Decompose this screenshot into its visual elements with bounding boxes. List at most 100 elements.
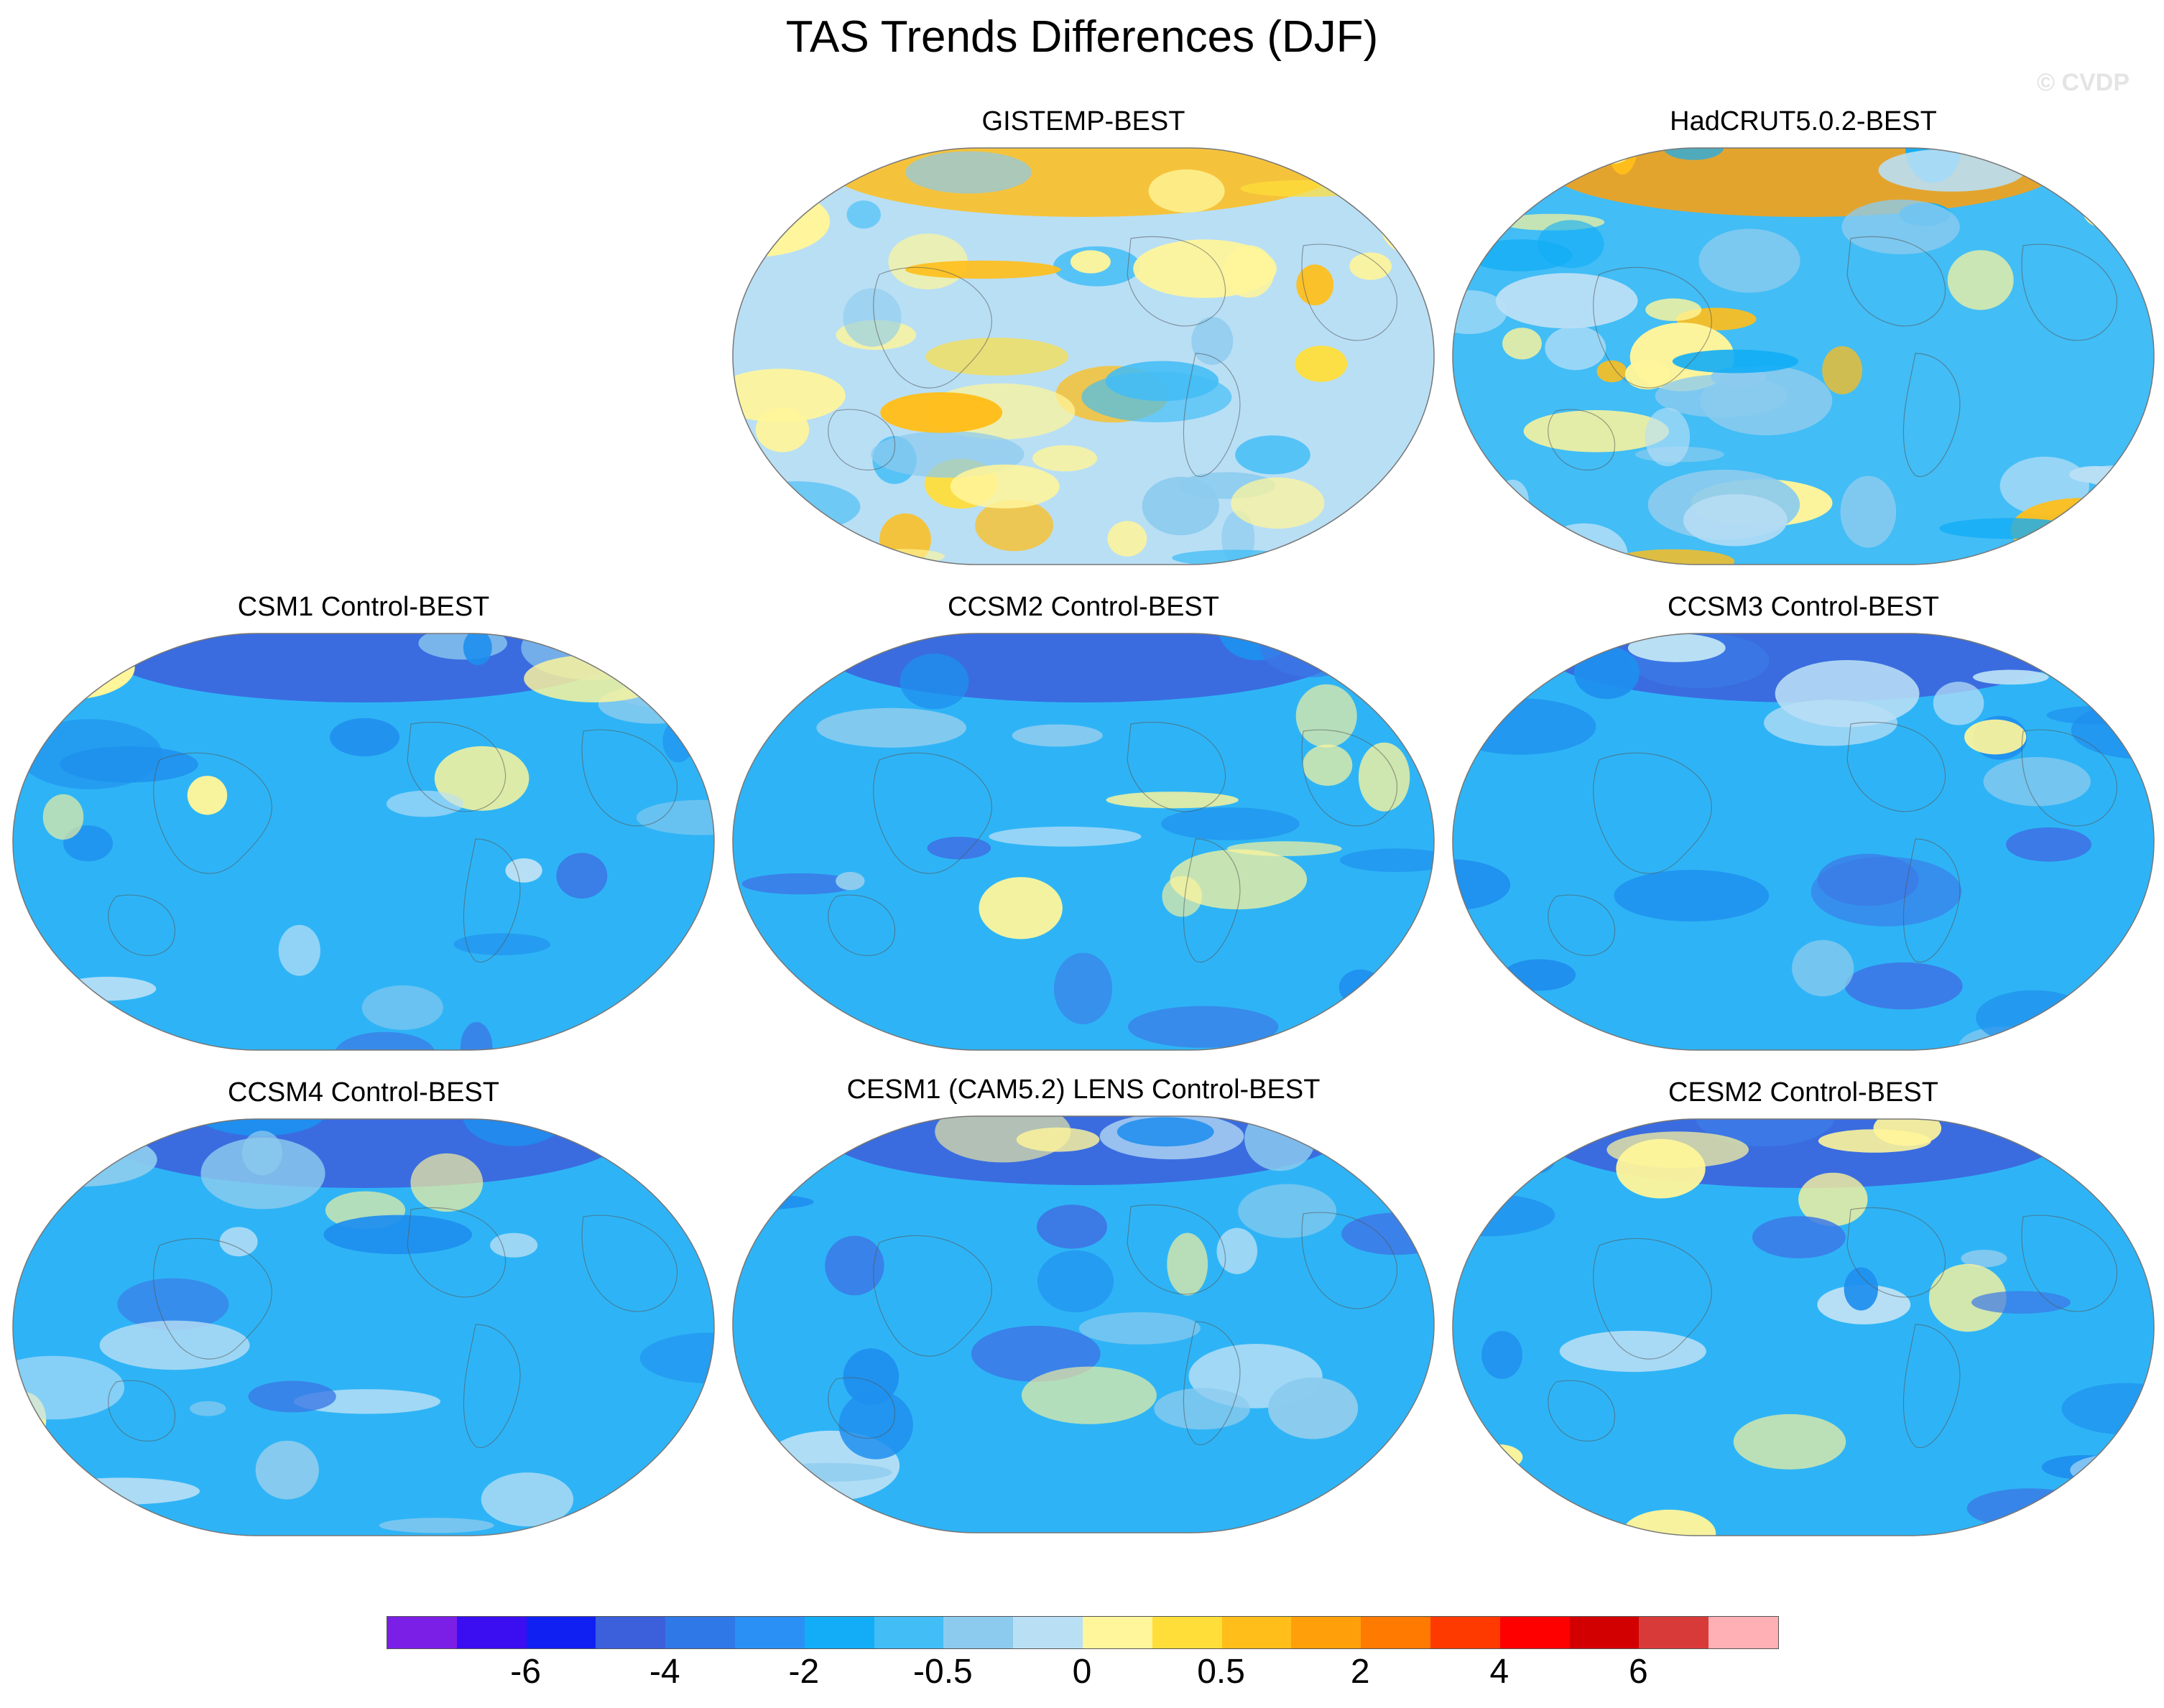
map-anomaly-patch <box>323 1215 473 1255</box>
map-anomaly-patch <box>1811 856 1962 927</box>
panel-hadcrut: HadCRUT5.0.2-BEST <box>1448 106 2158 573</box>
map-cesm2 <box>1452 1118 2155 1536</box>
map-anomaly-patch <box>925 338 1069 376</box>
map-anomaly-patch <box>335 1031 435 1050</box>
colorbar-swatch <box>387 1617 457 1648</box>
map-coastline <box>1127 721 1226 812</box>
map-anomaly-patch <box>13 640 70 684</box>
map-anomaly-patch <box>1672 349 1799 373</box>
map-anomaly-patch <box>1032 445 1098 472</box>
colorbar-swatch <box>1499 1617 1570 1648</box>
map-anomaly-patch <box>1964 719 2027 755</box>
map-anomaly-patch <box>27 1462 75 1492</box>
map-anomaly-patch <box>1016 1127 1100 1152</box>
map-anomaly-patch <box>1021 1366 1157 1424</box>
map-anomaly-patch <box>1496 479 1529 522</box>
map-field <box>733 1116 1434 1533</box>
map-anomaly-patch <box>979 877 1063 939</box>
colorbar-tick-label: 2 <box>1350 1653 1370 1691</box>
map-coastline <box>581 729 678 827</box>
map-outline <box>732 633 1435 1051</box>
panel-title: HadCRUT5.0.2-BEST <box>1670 106 1937 136</box>
map-field <box>733 148 1434 565</box>
map-anomaly-patch <box>418 633 508 660</box>
map-outline <box>1452 1118 2155 1536</box>
map-coastline <box>1548 894 1616 956</box>
colorbar-tick-label: 0.5 <box>1197 1653 1245 1691</box>
map-anomaly-patch <box>1928 1263 2007 1332</box>
panel-ccsm2: CCSM2 Control-BEST <box>729 592 1438 1059</box>
panel-cesm1: CESM1 (CAM5.2) LENS Control-BEST <box>729 1075 1438 1541</box>
watermark: © CVDP <box>2037 69 2130 96</box>
map-coastline <box>873 752 993 874</box>
map-anomaly-patch <box>116 1119 147 1149</box>
map-anomaly-patch <box>1037 1250 1114 1313</box>
map-anomaly-patch <box>905 151 1032 194</box>
map-anomaly-patch <box>1070 250 1111 274</box>
map-anomaly-patch <box>2082 190 2122 228</box>
map-anomaly-patch <box>255 1440 319 1500</box>
map-coastline <box>828 894 896 956</box>
map-anomaly-patch <box>481 1472 574 1527</box>
map-anomaly-patch <box>1170 849 1308 910</box>
map-anomaly-patch <box>1495 273 1638 329</box>
map-anomaly-patch <box>1078 1312 1201 1345</box>
map-anomaly-patch <box>1231 477 1325 529</box>
map-coastline <box>463 838 521 963</box>
map-anomaly-patch <box>58 976 157 1001</box>
map-field <box>1453 633 2154 1050</box>
map-anomaly-patch <box>1983 757 2091 807</box>
map-outline <box>732 147 1435 565</box>
map-anomaly-patch <box>950 464 1060 509</box>
panel-title: GISTEMP-BEST <box>981 106 1185 136</box>
panel-csm1: CSM1 Control-BEST <box>9 592 718 1059</box>
map-anomaly-patch <box>1453 148 1477 203</box>
map-coastline <box>873 266 993 389</box>
map-anomaly-patch <box>1106 792 1239 809</box>
colorbar-swatch <box>874 1617 944 1648</box>
map-anomaly-patch <box>755 407 810 452</box>
map-anomaly-patch <box>880 392 1003 433</box>
map-anomaly-patch <box>219 1227 258 1257</box>
map-coastline <box>1846 1207 1946 1298</box>
map-anomaly-patch <box>1453 1434 1490 1484</box>
colorbar-swatch <box>1082 1617 1152 1648</box>
map-anomaly-patch <box>2137 975 2154 1019</box>
map-coastline <box>1183 838 1241 963</box>
map-anomaly-patch <box>838 1390 913 1459</box>
map-anomaly-patch <box>505 858 542 883</box>
map-anomaly-patch <box>1339 848 1434 873</box>
map-anomaly-patch <box>18 719 162 789</box>
map-coastline <box>1127 236 1226 327</box>
map-anomaly-patch <box>1645 407 1691 467</box>
colorbar-swatch <box>1152 1617 1222 1648</box>
map-anomaly-patch <box>434 746 530 811</box>
map-coastline <box>108 1380 176 1442</box>
map-anomaly-patch <box>765 524 823 557</box>
map-anomaly-patch <box>825 1235 884 1296</box>
map-anomaly-patch <box>2046 705 2154 725</box>
colorbar-swatch <box>456 1617 527 1648</box>
colorbar-tick-label: 4 <box>1489 1653 1509 1691</box>
map-coastline <box>407 721 507 812</box>
map-coastline <box>2021 243 2118 341</box>
map-anomaly-patch <box>1573 646 1640 700</box>
map-anomaly-patch <box>99 1320 250 1370</box>
panel-title: CCSM2 Control-BEST <box>948 592 1219 622</box>
map-anomaly-patch <box>1523 410 1669 452</box>
map-anomaly-patch <box>1162 876 1203 917</box>
map-anomaly-patch <box>1840 475 1897 548</box>
map-coastline <box>1902 353 1961 478</box>
map-anomaly-patch <box>733 148 797 198</box>
map-coastline <box>581 1215 678 1312</box>
colorbar-swatch <box>1013 1617 1083 1648</box>
map-anomaly-patch <box>733 368 846 423</box>
map-coastline <box>1301 243 1398 341</box>
map-anomaly-patch <box>1012 724 1103 747</box>
map-coastline <box>1301 1212 1398 1309</box>
colorbar-swatch <box>1569 1617 1640 1648</box>
map-coastline <box>1593 1238 1713 1360</box>
map-anomaly-patch <box>662 719 695 763</box>
map-anomaly-patch <box>864 549 945 564</box>
map-polar-band <box>1545 148 2062 217</box>
